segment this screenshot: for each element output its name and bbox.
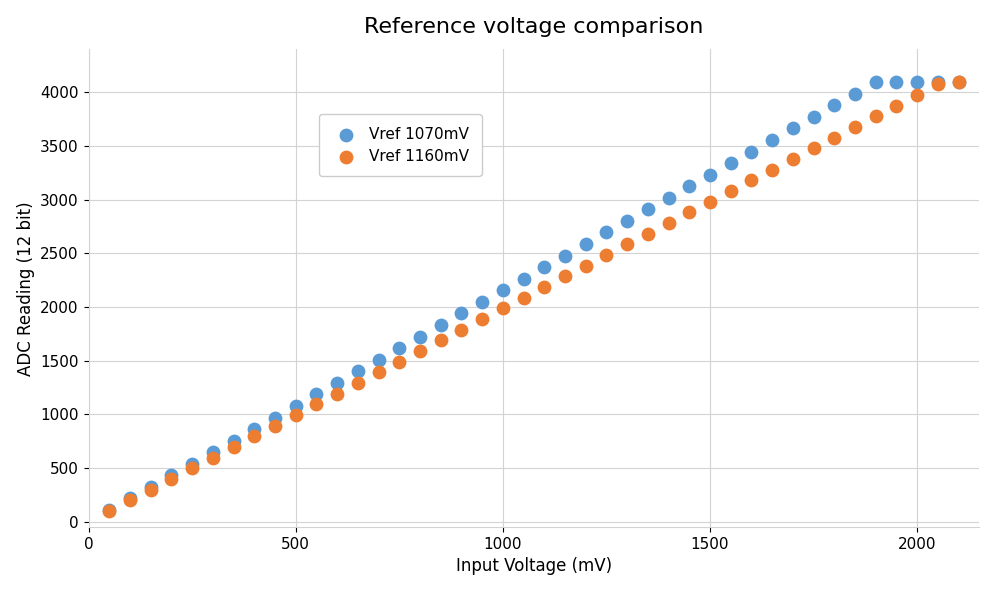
Vref 1160mV bbox=[330, 389, 346, 398]
Vref 1160mV bbox=[536, 282, 552, 292]
Vref 1160mV bbox=[785, 154, 801, 163]
Vref 1070mV bbox=[888, 78, 904, 87]
Vref 1070mV bbox=[764, 135, 780, 144]
Vref 1070mV bbox=[350, 366, 366, 376]
Vref 1160mV bbox=[888, 101, 904, 110]
Vref 1160mV bbox=[350, 378, 366, 388]
Vref 1160mV bbox=[163, 474, 179, 484]
Vref 1070mV bbox=[102, 506, 118, 515]
Vref 1070mV bbox=[123, 494, 138, 503]
Vref 1070mV bbox=[909, 78, 925, 87]
Vref 1070mV bbox=[163, 471, 179, 480]
Vref 1160mV bbox=[806, 143, 822, 153]
Vref 1070mV bbox=[743, 147, 759, 156]
Vref 1160mV bbox=[827, 133, 843, 142]
Vref 1160mV bbox=[620, 240, 635, 249]
Vref 1070mV bbox=[578, 239, 594, 249]
Vref 1070mV bbox=[930, 78, 946, 87]
Vref 1070mV bbox=[723, 158, 739, 168]
Vref 1160mV bbox=[764, 165, 780, 174]
Vref 1070mV bbox=[516, 274, 532, 284]
Vref 1070mV bbox=[702, 170, 718, 179]
Vref 1160mV bbox=[847, 122, 863, 131]
Vref 1160mV bbox=[288, 410, 304, 420]
Vref 1160mV bbox=[412, 346, 428, 356]
Vref 1160mV bbox=[702, 197, 718, 206]
Vref 1070mV bbox=[184, 459, 200, 468]
Vref 1160mV bbox=[909, 90, 925, 99]
Vref 1070mV bbox=[868, 78, 883, 87]
Vref 1070mV bbox=[205, 448, 221, 457]
X-axis label: Input Voltage (mV): Input Voltage (mV) bbox=[456, 557, 612, 575]
Vref 1160mV bbox=[743, 175, 759, 185]
Vref 1160mV bbox=[868, 111, 883, 121]
Vref 1160mV bbox=[723, 186, 739, 196]
Vref 1070mV bbox=[681, 182, 697, 191]
Vref 1160mV bbox=[474, 314, 490, 324]
Vref 1160mV bbox=[681, 208, 697, 217]
Vref 1070mV bbox=[847, 89, 863, 98]
Vref 1070mV bbox=[950, 78, 966, 87]
Vref 1160mV bbox=[371, 368, 386, 377]
Title: Reference voltage comparison: Reference voltage comparison bbox=[365, 17, 703, 37]
Vref 1070mV bbox=[557, 251, 573, 260]
Vref 1160mV bbox=[205, 453, 221, 462]
Vref 1070mV bbox=[391, 343, 407, 353]
Vref 1160mV bbox=[578, 261, 594, 271]
Vref 1160mV bbox=[495, 304, 511, 313]
Vref 1160mV bbox=[123, 496, 138, 505]
Vref 1070mV bbox=[288, 401, 304, 411]
Vref 1160mV bbox=[599, 250, 615, 260]
Vref 1070mV bbox=[660, 193, 676, 202]
Vref 1160mV bbox=[267, 421, 283, 430]
Vref 1160mV bbox=[453, 325, 469, 334]
Vref 1160mV bbox=[246, 432, 262, 441]
Vref 1160mV bbox=[930, 79, 946, 89]
Vref 1070mV bbox=[474, 297, 490, 307]
Vref 1160mV bbox=[557, 272, 573, 281]
Vref 1070mV bbox=[620, 216, 635, 226]
Vref 1070mV bbox=[371, 355, 386, 365]
Vref 1070mV bbox=[433, 320, 449, 330]
Legend: Vref 1070mV, Vref 1160mV: Vref 1070mV, Vref 1160mV bbox=[319, 114, 481, 176]
Vref 1070mV bbox=[309, 390, 325, 399]
Vref 1070mV bbox=[453, 308, 469, 318]
Vref 1070mV bbox=[495, 285, 511, 295]
Vref 1160mV bbox=[142, 485, 158, 494]
Y-axis label: ADC Reading (12 bit): ADC Reading (12 bit) bbox=[17, 201, 35, 375]
Vref 1070mV bbox=[806, 112, 822, 121]
Vref 1160mV bbox=[226, 442, 242, 452]
Vref 1070mV bbox=[785, 124, 801, 133]
Vref 1070mV bbox=[412, 332, 428, 342]
Vref 1070mV bbox=[536, 262, 552, 272]
Vref 1070mV bbox=[267, 413, 283, 422]
Vref 1160mV bbox=[309, 400, 325, 409]
Vref 1160mV bbox=[516, 293, 532, 303]
Vref 1160mV bbox=[660, 218, 676, 228]
Vref 1070mV bbox=[827, 101, 843, 110]
Vref 1160mV bbox=[102, 506, 118, 516]
Vref 1160mV bbox=[433, 336, 449, 345]
Vref 1160mV bbox=[184, 464, 200, 473]
Vref 1070mV bbox=[639, 205, 655, 214]
Vref 1070mV bbox=[330, 378, 346, 388]
Vref 1070mV bbox=[142, 482, 158, 492]
Vref 1160mV bbox=[950, 78, 966, 87]
Vref 1070mV bbox=[599, 228, 615, 237]
Vref 1160mV bbox=[639, 229, 655, 239]
Vref 1160mV bbox=[391, 357, 407, 366]
Vref 1070mV bbox=[246, 424, 262, 434]
Vref 1070mV bbox=[226, 436, 242, 445]
